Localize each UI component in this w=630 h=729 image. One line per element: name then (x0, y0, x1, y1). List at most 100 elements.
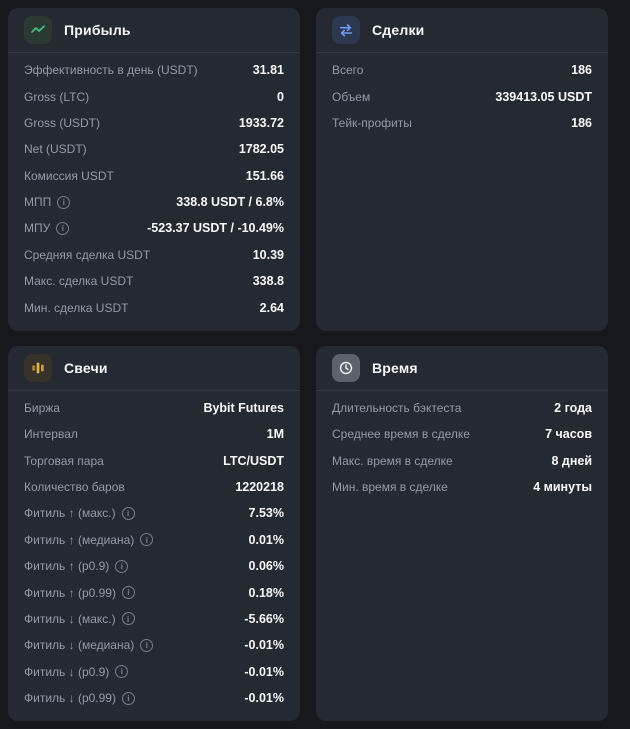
profit-card-title: Прибыль (64, 22, 131, 38)
trades-card-body: Всего 186 Объем 339413.05 USDT Тейк-профиты 1… (316, 53, 608, 331)
stat-row: Тейк-профиты 186 (332, 110, 592, 136)
stat-row: Gross (LTC) 0 (24, 83, 284, 109)
stat-label: Длительность бэктеста (332, 400, 462, 415)
stat-value: Bybit Futures (203, 400, 284, 415)
stat-row: Объем 339413.05 USDT (332, 83, 592, 109)
time-card: Время Длительность бэктеста 2 года Среднее… (316, 345, 608, 722)
stat-row: Средняя сделка USDT 10.39 (24, 242, 284, 268)
stat-label: Макс. время в сделке (332, 453, 453, 468)
stat-row: Всего 186 (332, 57, 592, 83)
trend-up-icon (24, 16, 52, 44)
stat-value: 186 (571, 63, 592, 78)
candlestick-icon (24, 353, 52, 382)
stat-label: Фитиль ↓ (макс.) i (24, 612, 135, 626)
info-icon[interactable]: i (121, 612, 135, 626)
stat-value: 8 дней (551, 453, 592, 468)
stat-row: МПУ i -523.37 USDT / -10.49% (24, 215, 284, 241)
stat-value: 7.53% (248, 506, 284, 521)
trades-card-title: Сделки (372, 22, 425, 38)
stat-label: Комиссия USDT (24, 168, 114, 183)
stat-value: 0 (277, 89, 284, 104)
stat-value: 1933.72 (238, 115, 284, 130)
stat-label: МПУ i (24, 221, 70, 235)
stat-value: 7 часов (545, 427, 592, 442)
stat-label: Фитиль ↑ (p0.9) i (24, 559, 129, 573)
stat-label: Объем (332, 89, 371, 104)
trades-card-header: Сделки (316, 8, 608, 53)
stat-row: Комиссия USDT 151.66 (24, 163, 284, 189)
stat-value: 186 (571, 115, 592, 130)
time-card-header: Время (316, 346, 608, 391)
stat-row: Фитиль ↓ (p0.99) i -0.01% (24, 685, 284, 711)
stat-label: Всего (332, 63, 364, 78)
info-icon[interactable]: i (140, 533, 154, 547)
stat-label: Gross (USDT) (24, 115, 100, 130)
stat-row: Макс. сделка USDT 338.8 (24, 268, 284, 294)
candles-card-header: Свечи (8, 346, 300, 391)
stat-label: Фитиль ↑ (макс.) i (24, 506, 135, 520)
stat-label: МПП i (24, 195, 71, 209)
stat-value: 0.06% (248, 559, 284, 574)
stat-row: Фитиль ↑ (p0.99) i 0.18% (24, 579, 284, 605)
profit-card-header: Прибыль (8, 8, 300, 53)
profit-card: Прибыль Эффективность в день (USDT) 31.81… (8, 8, 300, 331)
stat-label: Торговая пара (24, 453, 104, 468)
stat-label: Макс. сделка USDT (24, 274, 134, 289)
stat-value: 1220218 (235, 480, 284, 495)
stat-row: Торговая пара LTC/USDT (24, 448, 284, 474)
stat-label: Фитиль ↓ (p0.9) i (24, 665, 129, 679)
info-icon[interactable]: i (115, 665, 129, 679)
stat-row: Макс. время в сделке 8 дней (332, 448, 592, 474)
stat-label: Мин. сделка USDT (24, 300, 129, 315)
stat-value: 339413.05 USDT (495, 89, 592, 104)
time-card-title: Время (372, 359, 418, 376)
stat-value: 4 минуты (533, 480, 592, 495)
time-card-body: Длительность бэктеста 2 года Среднее время… (316, 391, 608, 722)
stat-value: 338.8 (252, 274, 284, 289)
profit-card-body: Эффективность в день (USDT) 31.81 Gross (L… (8, 53, 300, 331)
swap-arrows-icon (332, 16, 360, 44)
stat-row: Мин. сделка USDT 2.64 (24, 294, 284, 320)
info-icon[interactable]: i (56, 221, 70, 235)
stat-value: 0.18% (248, 585, 284, 600)
stat-label: Мин. время в сделке (332, 480, 448, 495)
candles-card: Свечи Биржа Bybit Futures Интервал 1M Торгов… (8, 345, 300, 722)
stat-label: Биржа (24, 400, 60, 415)
stat-value: 1M (266, 427, 284, 442)
info-icon[interactable]: i (140, 638, 154, 652)
stat-value: -5.66% (244, 611, 284, 626)
stat-label: Интервал (24, 427, 78, 442)
stat-value: -0.01% (244, 664, 284, 679)
stat-row: Фитиль ↓ (макс.) i -5.66% (24, 606, 284, 632)
stat-label: Количество баров (24, 480, 125, 495)
clock-icon (332, 353, 360, 382)
info-icon[interactable]: i (121, 506, 135, 520)
stat-value: 0.01% (248, 532, 284, 547)
stat-row: Количество баров 1220218 (24, 474, 284, 500)
stat-value: 10.39 (252, 247, 284, 262)
stat-value: 338.8 USDT / 6.8% (176, 195, 284, 210)
stat-label: Фитиль ↑ (медиана) i (24, 533, 154, 547)
stat-label: Gross (LTC) (24, 89, 90, 104)
stat-value: LTC/USDT (223, 453, 284, 468)
info-icon[interactable]: i (121, 691, 135, 705)
stat-row: Биржа Bybit Futures (24, 395, 284, 421)
stat-label: Фитиль ↑ (p0.99) i (24, 586, 135, 600)
stat-label: Фитиль ↓ (p0.99) i (24, 691, 135, 705)
info-icon[interactable]: i (121, 586, 135, 600)
stat-value: -0.01% (244, 638, 284, 653)
info-icon[interactable]: i (115, 559, 129, 573)
stat-row: Длительность бэктеста 2 года (332, 395, 592, 421)
info-icon[interactable]: i (57, 195, 71, 209)
stat-label: Среднее время в сделке (332, 427, 470, 442)
stat-value: -523.37 USDT / -10.49% (147, 221, 284, 236)
stat-row: Фитиль ↓ (медиана) i -0.01% (24, 632, 284, 658)
stat-row: Фитиль ↑ (медиана) i 0.01% (24, 527, 284, 553)
stat-value: 2 года (554, 400, 592, 415)
stat-row: Фитиль ↑ (макс.) i 7.53% (24, 500, 284, 526)
stat-value: -0.01% (244, 691, 284, 706)
stat-label: Средняя сделка USDT (24, 247, 151, 262)
stat-label: Тейк-профиты (332, 115, 412, 130)
stat-value: 1782.05 (238, 142, 284, 157)
